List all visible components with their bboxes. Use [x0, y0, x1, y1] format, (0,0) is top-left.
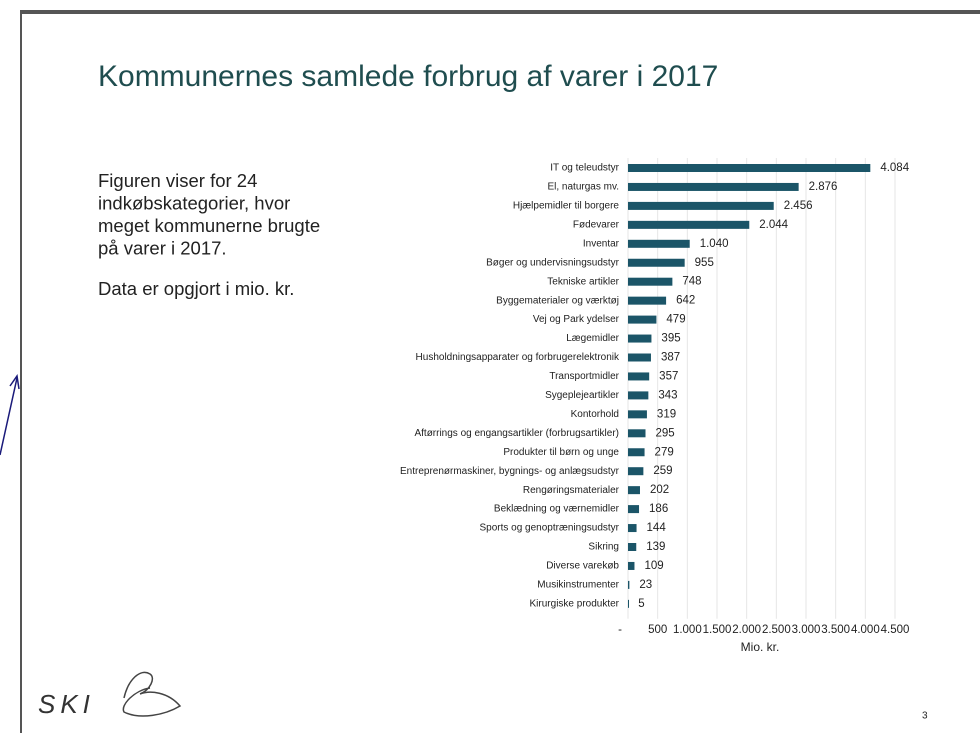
bar: [628, 164, 871, 172]
category-label: Vej og Park ydelser: [533, 314, 620, 325]
category-label: Husholdningsapparater og forbrugerelektr…: [416, 352, 620, 363]
value-label: 259: [653, 465, 672, 477]
annotation-arrow: [0, 374, 20, 456]
bar: [628, 334, 652, 343]
bar: [628, 391, 649, 400]
category-label: Hjælpemidler til borgere: [513, 201, 620, 212]
logo-swirl: [122, 671, 182, 717]
value-label: 5: [638, 598, 644, 610]
bar: [628, 486, 640, 495]
value-label: 202: [650, 484, 669, 496]
category-label: Rengøringsmaterialer: [523, 485, 620, 496]
value-label: 387: [661, 352, 680, 364]
bar: [628, 277, 673, 286]
bar: [628, 599, 629, 608]
value-label: 23: [639, 579, 652, 591]
value-label: 319: [657, 408, 676, 420]
value-label: 279: [655, 446, 674, 458]
value-label: 395: [661, 333, 680, 345]
chart: -500 1.000 1.500 2.000 2.500 3.000 3.500 4.000 4…: [400, 158, 910, 636]
category-label: Bøger og undervisningsudstyr: [486, 257, 620, 268]
value-label: 2.044: [759, 219, 788, 231]
bar: [628, 561, 635, 570]
value-label: 2.876: [809, 181, 838, 193]
x-tick-label: -: [618, 624, 622, 636]
bar: [628, 580, 630, 589]
value-label: 186: [649, 503, 668, 515]
category-label: Aftørrings og engangsartikler (forbrugsa…: [414, 428, 619, 439]
x-tick-label: 2.500: [762, 624, 791, 636]
category-label: Beklædning og værnemidler: [494, 504, 620, 515]
bar: [628, 448, 645, 457]
bar: [628, 315, 657, 324]
value-label: 2.456: [784, 200, 813, 212]
bar: [628, 201, 774, 210]
category-label: Inventar: [583, 238, 620, 249]
category-label: Lægemidler: [566, 333, 619, 344]
category-label: Produkter til børn og unge: [503, 447, 619, 458]
value-label: 4.084: [880, 162, 909, 174]
category-label: Sikring: [588, 542, 619, 553]
intro-line: Figuren viser for 24: [98, 170, 257, 191]
value-label: 144: [647, 522, 667, 534]
value-label: 343: [658, 389, 677, 401]
bar: [628, 467, 644, 476]
x-tick-label: 4.000: [851, 624, 880, 636]
category-label: Entreprenørmaskiner, bygnings- og anlægs…: [400, 466, 620, 477]
value-label: 109: [644, 560, 663, 572]
bar: [628, 182, 799, 191]
x-tick-label: 500: [648, 624, 667, 636]
value-label: 357: [659, 370, 678, 382]
value-label: 295: [656, 427, 675, 439]
bar: [628, 353, 651, 362]
bar: [628, 505, 640, 514]
page-number: 3: [922, 711, 928, 722]
x-axis-label: Mio. kr.: [741, 640, 780, 654]
category-label: Sygeplejeartikler: [545, 390, 620, 401]
bar: [628, 372, 650, 381]
bar: [628, 429, 646, 438]
category-label: Kontorhold: [571, 409, 619, 420]
category-label: Sports og genoptræningsudstyr: [479, 523, 619, 534]
slide-title: Kommunernes samlede forbrug af varer i 2…: [98, 60, 718, 93]
bar: [628, 258, 685, 267]
x-tick-label: 4.500: [881, 624, 910, 636]
value-label: 642: [676, 295, 695, 307]
bar: [628, 410, 647, 419]
category-label: Diverse varekøb: [546, 561, 619, 572]
logo-text: SKI: [38, 689, 95, 719]
value-label: 1.040: [700, 238, 729, 250]
bar: [628, 220, 750, 229]
x-tick-label: 1.000: [673, 624, 702, 636]
intro-line: meget kommunerne brugte: [98, 215, 320, 236]
category-label: Musikinstrumenter: [537, 580, 619, 591]
x-tick-label: 1.500: [703, 624, 732, 636]
bar: [628, 296, 667, 305]
category-label: IT og teleudstyr: [550, 163, 619, 174]
intro-line: indkøbskategorier, hvor: [98, 192, 290, 213]
value-label: 139: [646, 541, 665, 553]
category-label: Kirurgiske produkter: [530, 598, 620, 609]
bar: [628, 239, 690, 248]
x-tick-label: 3.500: [821, 624, 850, 636]
bar: [628, 543, 637, 551]
intro-line: på varer i 2017.: [98, 237, 227, 258]
category-label: Fødevarer: [573, 219, 620, 230]
category-label: El, naturgas mv.: [547, 182, 619, 193]
x-tick-label: 2.000: [732, 624, 761, 636]
value-label: 748: [682, 276, 701, 288]
value-label: 479: [666, 314, 685, 326]
category-label: Transportmidler: [549, 371, 619, 382]
value-label: 955: [695, 257, 714, 269]
x-tick-label: 3.000: [792, 624, 821, 636]
category-label: Tekniske artikler: [547, 276, 619, 287]
bar: [628, 524, 637, 533]
category-label: Byggematerialer og værktøj: [496, 295, 619, 306]
note-text: Data er opgjort i mio. kr.: [98, 278, 294, 299]
